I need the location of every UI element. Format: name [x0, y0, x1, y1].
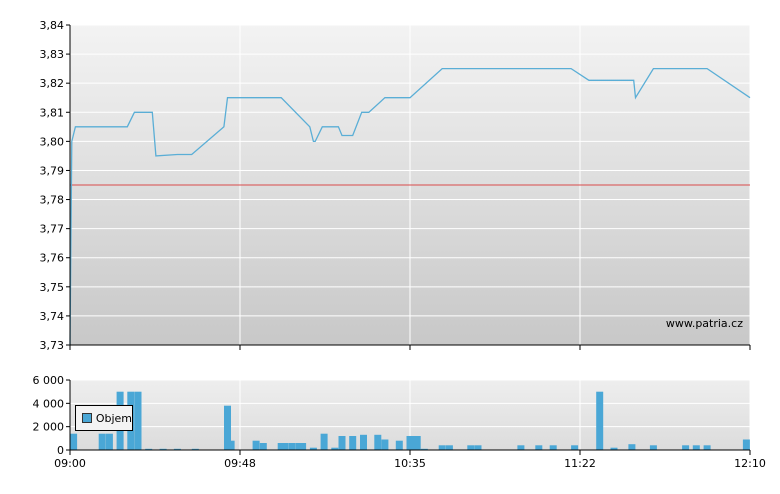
volume-bar — [649, 445, 657, 450]
volume-bar — [374, 434, 382, 450]
volume-bar — [191, 448, 199, 450]
volume-bar — [173, 448, 181, 450]
volume-bar — [259, 443, 267, 450]
x-tick-label: 09:00 — [54, 457, 86, 470]
volume-y-tick-label: 0 — [57, 444, 64, 457]
x-tick-label: 09:48 — [224, 457, 256, 470]
price-y-tick-label: 3,77 — [40, 223, 65, 236]
volume-bar — [299, 443, 307, 450]
volume-bar — [628, 444, 636, 450]
volume-bar — [281, 443, 289, 450]
price-y-tick-label: 3,75 — [40, 281, 65, 294]
price-y-tick-label: 3,81 — [40, 106, 65, 119]
x-tick-label: 12:10 — [734, 457, 766, 470]
volume-bar — [70, 433, 78, 450]
volume-bar — [535, 445, 543, 450]
volume-bar — [703, 445, 711, 450]
price-y-tick-label: 3,74 — [40, 310, 65, 323]
volume-bar — [742, 439, 750, 450]
volume-bar — [105, 433, 113, 450]
volume-y-tick-label: 2 000 — [33, 421, 65, 434]
volume-bar — [571, 445, 579, 450]
price-y-tick-label: 3,84 — [40, 19, 65, 32]
price-y-tick-label: 3,83 — [40, 48, 65, 61]
volume-bar — [467, 445, 475, 450]
volume-bar — [309, 447, 317, 450]
price-series-line — [69, 67, 751, 346]
volume-y-tick-label: 6 000 — [33, 374, 65, 387]
volume-bar — [159, 448, 167, 450]
legend-label: Objem — [95, 411, 132, 425]
price-y-tick-label: 3,80 — [40, 135, 65, 148]
volume-bar — [413, 436, 421, 450]
volume-bar — [692, 445, 700, 450]
volume-bar — [549, 445, 557, 450]
volume-bar — [395, 440, 403, 450]
price-y-tick-label: 3,73 — [40, 339, 65, 352]
volume-bar — [224, 405, 231, 450]
volume-bar — [145, 448, 153, 450]
price-panel: 3,84 3,83 3,82 3,81 3,80 3,79 3,78 3,77 3,76 3,75… — [40, 19, 751, 352]
volume-y-tick-label: 4 000 — [33, 397, 65, 410]
x-tick-label: 10:35 — [394, 457, 426, 470]
volume-bar — [517, 445, 525, 450]
volume-bar — [252, 440, 260, 450]
volume-bar — [406, 436, 414, 450]
volume-bar — [331, 447, 339, 450]
price-y-tick-label: 3,79 — [40, 164, 65, 177]
volume-bar — [596, 391, 604, 450]
volume-legend: Objem — [75, 405, 133, 431]
volume-bar — [360, 434, 367, 450]
volume-bar — [474, 445, 482, 450]
legend-swatch-icon — [82, 413, 92, 423]
volume-bar — [381, 439, 389, 450]
volume-panel: 6 000 4 000 2 000 009:00 09:48 10:35 11:22 12:1… — [33, 374, 766, 470]
volume-bar — [349, 436, 357, 450]
volume-bar — [445, 445, 453, 450]
price-y-tick-label: 3,78 — [40, 194, 65, 207]
volume-bar — [420, 448, 428, 450]
volume-bar — [410, 436, 418, 450]
volume-bar — [682, 445, 690, 450]
volume-bar — [610, 447, 618, 450]
volume-bar — [227, 440, 235, 450]
volume-bar — [438, 445, 446, 450]
price-y-tick-label: 3,76 — [40, 252, 65, 265]
volume-bar — [288, 443, 296, 450]
volume-bar — [320, 433, 328, 450]
volume-bar — [98, 433, 106, 450]
watermark-text: www.patria.cz — [666, 317, 743, 330]
volume-bar — [134, 391, 142, 450]
price-y-tick-label: 3,82 — [40, 77, 65, 90]
x-tick-label: 11:22 — [564, 457, 596, 470]
volume-bar — [338, 436, 346, 450]
